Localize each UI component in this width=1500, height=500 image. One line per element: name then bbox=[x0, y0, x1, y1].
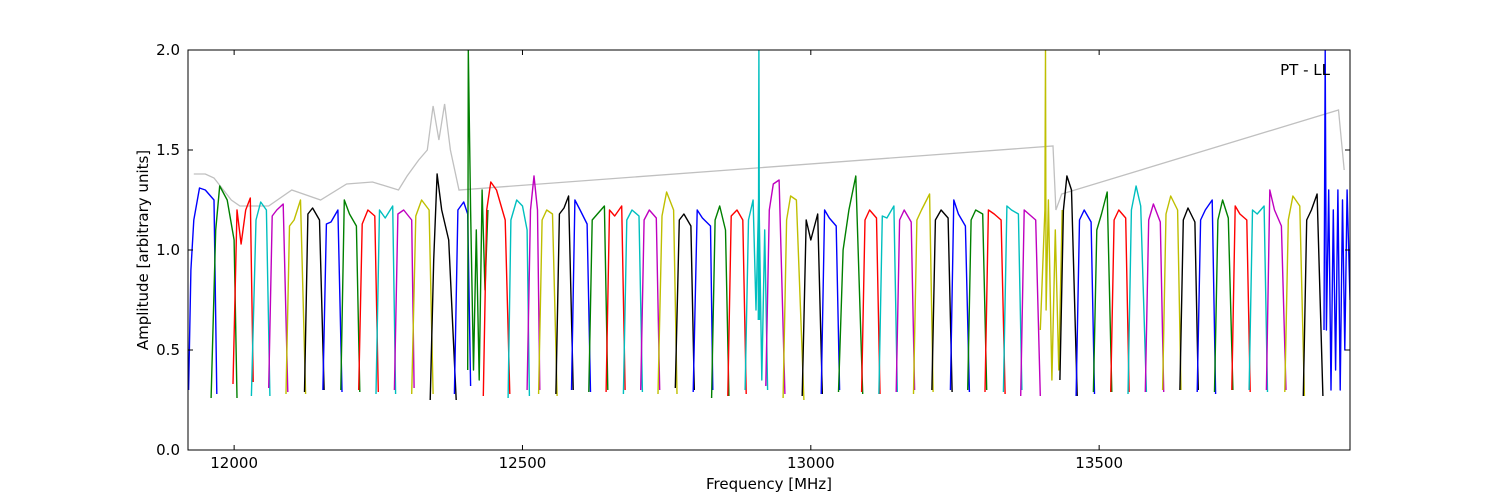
series-line-61 bbox=[1265, 189, 1287, 391]
series-line-11 bbox=[393, 209, 415, 391]
y-tick-label: 1.5 bbox=[156, 141, 180, 159]
series-line-7 bbox=[322, 209, 343, 393]
series-line-57 bbox=[1196, 199, 1217, 395]
series-line-55 bbox=[1161, 195, 1182, 391]
x-tick-label: 13000 bbox=[787, 454, 835, 472]
y-tick-label: 2.0 bbox=[156, 41, 180, 59]
series-line-8 bbox=[340, 199, 361, 393]
x-tick-label: 12500 bbox=[499, 454, 547, 472]
series-line-60 bbox=[1248, 205, 1269, 393]
series-line-28 bbox=[692, 209, 714, 393]
series-line-48 bbox=[1039, 50, 1063, 381]
series-line-6 bbox=[303, 207, 325, 393]
y-axis-label: Amplitude [arbitrary units] bbox=[134, 150, 152, 350]
series-line-31 bbox=[744, 189, 769, 391]
series-line-19 bbox=[537, 209, 558, 397]
x-tick-label: 12000 bbox=[210, 454, 258, 472]
series-line-21 bbox=[570, 199, 592, 393]
series-line-39 bbox=[878, 205, 898, 395]
series-line-62 bbox=[1284, 195, 1306, 397]
series-line-45 bbox=[984, 209, 1006, 395]
series-line-40 bbox=[895, 209, 916, 393]
series-line-22 bbox=[588, 205, 609, 393]
series-line-27 bbox=[674, 213, 695, 391]
series-layer bbox=[188, 50, 1350, 401]
series-line-12 bbox=[411, 199, 434, 395]
series-line-38 bbox=[860, 209, 881, 395]
series-line-24 bbox=[622, 209, 644, 395]
series-line-50 bbox=[1075, 209, 1096, 397]
series-line-47 bbox=[1020, 209, 1041, 397]
series-line-0 bbox=[188, 187, 218, 395]
series-line-56 bbox=[1179, 207, 1199, 391]
series-line-5 bbox=[285, 199, 307, 395]
series-line-53 bbox=[1127, 185, 1148, 395]
x-axis-label: Frequency [MHz] bbox=[706, 475, 832, 493]
annotation-label: PT - LL bbox=[1280, 61, 1331, 79]
series-line-4 bbox=[268, 203, 289, 393]
series-line-14 bbox=[453, 201, 472, 395]
series-line-2 bbox=[232, 197, 254, 385]
series-line-42 bbox=[931, 209, 953, 393]
series-line-41 bbox=[912, 193, 934, 395]
x-tick-label: 13500 bbox=[1075, 454, 1123, 472]
series-line-25 bbox=[640, 209, 661, 391]
series-line-18 bbox=[526, 175, 541, 391]
axes-layer: 12000 12500 13000 13500 0.0 0.5 1.0 1.5 2.0 bbox=[156, 41, 1350, 472]
series-line-10 bbox=[375, 205, 397, 395]
series-line-13 bbox=[429, 173, 457, 401]
series-line-20 bbox=[555, 195, 574, 395]
y-tick-label: 0.0 bbox=[156, 441, 180, 459]
series-line-17 bbox=[507, 199, 531, 399]
series-line-29 bbox=[710, 205, 730, 399]
series-line-32 bbox=[757, 50, 761, 321]
series-line-44 bbox=[967, 209, 988, 391]
series-line-54 bbox=[1144, 203, 1165, 393]
y-tick-label: 0.5 bbox=[156, 341, 180, 359]
series-line-3 bbox=[250, 201, 271, 397]
series-line-33 bbox=[765, 179, 786, 395]
series-line-52 bbox=[1110, 209, 1130, 393]
series-line-26 bbox=[657, 191, 678, 395]
series-line-36 bbox=[820, 209, 841, 395]
series-line-46 bbox=[1002, 205, 1023, 393]
series-line-37 bbox=[837, 175, 864, 395]
series-line-51 bbox=[1092, 191, 1113, 393]
series-line-64 bbox=[1323, 50, 1350, 391]
series-line-23 bbox=[605, 205, 626, 393]
y-tick-label: 1.0 bbox=[156, 241, 180, 259]
series-line-35 bbox=[801, 213, 823, 397]
series-line-34 bbox=[782, 195, 805, 401]
series-line-49 bbox=[1059, 175, 1078, 397]
series-line-16 bbox=[482, 181, 511, 397]
series-line-15 bbox=[467, 50, 489, 381]
series-line-1 bbox=[210, 185, 238, 399]
series-line-59 bbox=[1231, 205, 1251, 393]
series-line-43 bbox=[949, 199, 971, 393]
series-line-9 bbox=[358, 209, 379, 393]
background-trace bbox=[193, 103, 1345, 211]
series-line-63 bbox=[1302, 193, 1324, 397]
series-line-30 bbox=[727, 209, 747, 397]
series-line-58 bbox=[1213, 199, 1234, 393]
